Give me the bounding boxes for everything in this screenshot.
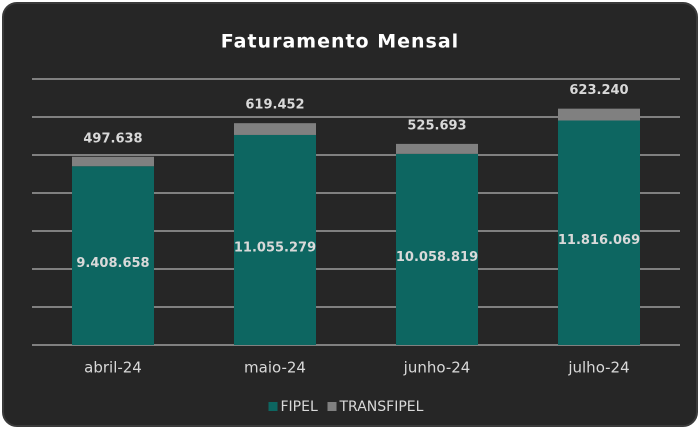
legend-swatch	[327, 402, 337, 411]
x-tick-label: junho-24	[403, 359, 471, 377]
bar-segment	[396, 153, 478, 345]
bar-segment	[72, 166, 154, 345]
bar-segment	[558, 120, 640, 345]
data-label: 9.408.658	[76, 256, 149, 271]
bar-segment	[234, 134, 316, 345]
data-label: 525.693	[407, 118, 466, 133]
data-label: 619.452	[245, 98, 304, 113]
bar-segment	[396, 143, 478, 154]
data-label: 497.638	[83, 131, 142, 146]
legend-swatch	[268, 402, 278, 411]
chart-title: Faturamento Mensal	[221, 31, 459, 53]
bar-segment	[72, 156, 154, 167]
data-label: 11.055.279	[234, 240, 316, 255]
legend-label: TRANSFIPEL	[339, 399, 424, 415]
data-label: 11.816.069	[558, 233, 640, 248]
data-label: 623.240	[569, 83, 628, 98]
legend-label: FIPEL	[281, 399, 318, 415]
bar-segment	[558, 108, 640, 121]
data-label: 10.058.819	[396, 250, 478, 265]
bar-segment	[234, 123, 316, 135]
x-tick-label: abril-24	[84, 359, 142, 377]
x-tick-label: maio-24	[244, 359, 306, 377]
x-tick-label: julho-24	[567, 359, 629, 377]
